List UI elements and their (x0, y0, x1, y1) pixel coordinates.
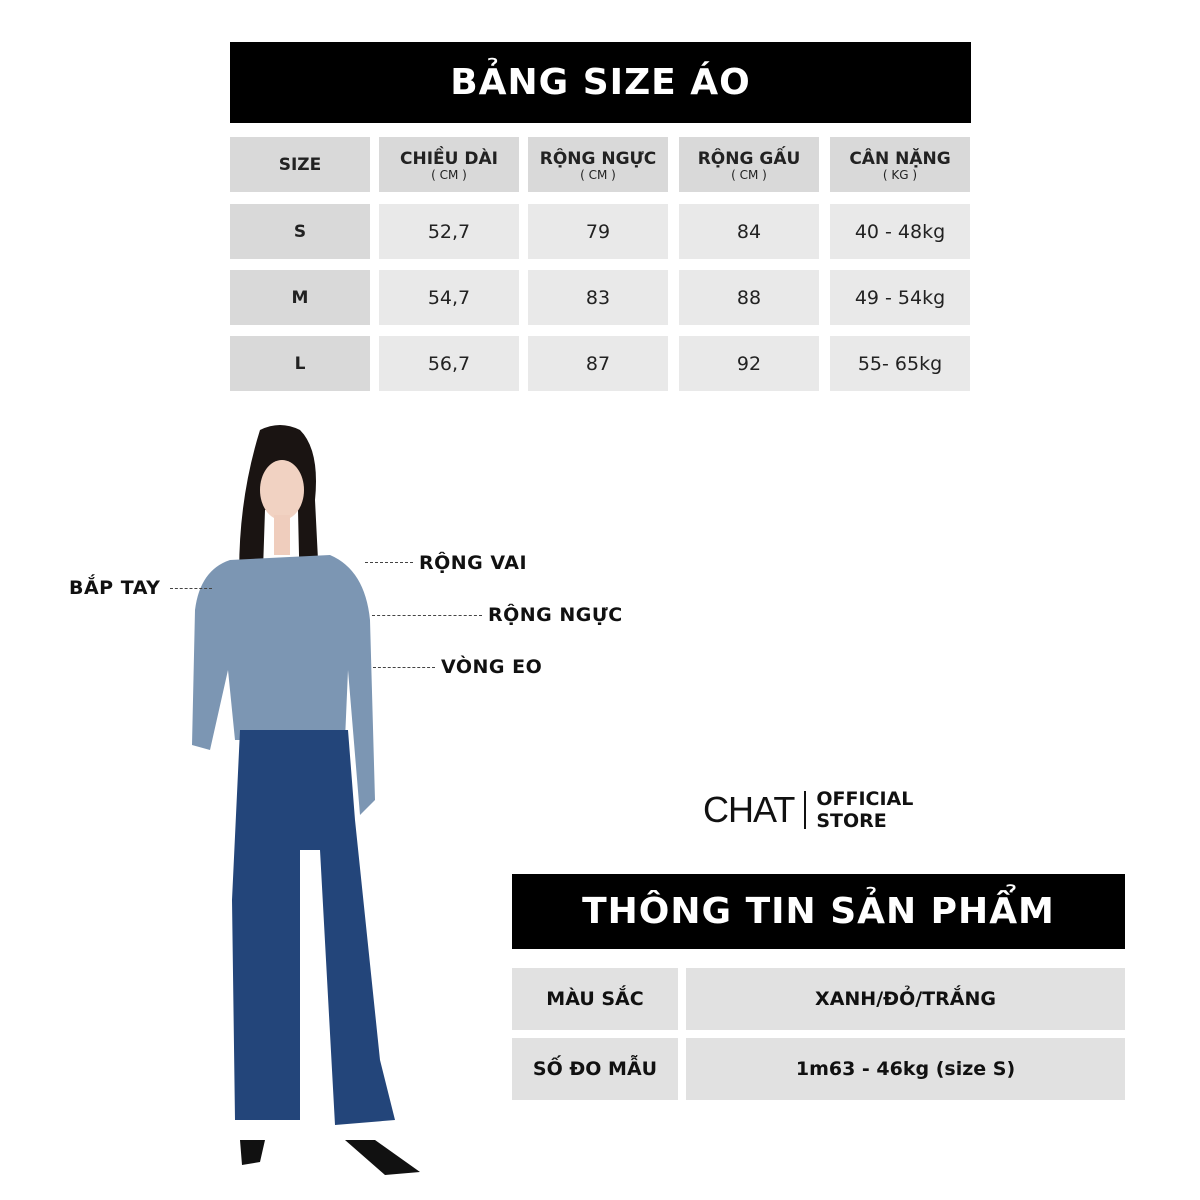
value-cell: 49 - 54kg (830, 270, 970, 325)
value-cell: 84 (679, 204, 819, 259)
header-cell: CÂN NẶNG( KG ) (830, 137, 970, 192)
info-value-color: XANH/ĐỎ/TRẮNG (686, 968, 1125, 1030)
brand-name: CHAT (703, 789, 795, 830)
header-label: RỘNG GẤU (697, 148, 801, 169)
header-label: RỘNG NGỰC (539, 148, 657, 169)
info-label-model: SỐ ĐO MẪU (512, 1038, 678, 1100)
product-info-title: THÔNG TIN SẢN PHẨM (512, 874, 1125, 949)
value-cell: 83 (528, 270, 668, 325)
chest-line (372, 615, 482, 616)
size-chart-title: BẢNG SIZE ÁO (230, 42, 971, 123)
header-cell: SIZE (230, 137, 370, 192)
value-cell: 87 (528, 336, 668, 391)
value-cell: 79 (528, 204, 668, 259)
value-cell: 88 (679, 270, 819, 325)
header-unit: ( CM ) (431, 167, 467, 182)
brand-divider (804, 791, 807, 829)
header-label: CÂN NẶNG (849, 148, 951, 169)
model-photo (192, 425, 420, 1175)
value-cell: 56,7 (379, 336, 519, 391)
label-chest: RỘNG NGỰC (488, 604, 623, 626)
value-cell: 52,7 (379, 204, 519, 259)
size-cell: L (230, 336, 370, 391)
value-cell: 40 - 48kg (830, 204, 970, 259)
brand-line2: STORE (816, 810, 887, 832)
shoulder-line (365, 562, 413, 563)
label-upper-arm: BẮP TAY (69, 577, 161, 599)
size-cell: M (230, 270, 370, 325)
header-unit: ( CM ) (580, 167, 616, 182)
brand-logo: CHAT OFFICIAL STORE (703, 788, 913, 832)
brand-line1: OFFICIAL (816, 788, 914, 810)
header-label: CHIỀU DÀI (400, 148, 498, 169)
value-cell: 54,7 (379, 270, 519, 325)
info-label-color: MÀU SẮC (512, 968, 678, 1030)
header-cell: RỘNG GẤU( CM ) (679, 137, 819, 192)
value-cell: 92 (679, 336, 819, 391)
info-value-model: 1m63 - 46kg (size S) (686, 1038, 1125, 1100)
header-unit: ( KG ) (882, 167, 918, 182)
header-cell: RỘNG NGỰC( CM ) (528, 137, 668, 192)
label-shoulder: RỘNG VAI (419, 552, 528, 574)
value-cell: 55- 65kg (830, 336, 970, 391)
label-waist: VÒNG EO (441, 656, 543, 678)
header-label: SIZE (278, 154, 322, 175)
header-cell: CHIỀU DÀI( CM ) (379, 137, 519, 192)
upper-arm-line (170, 588, 212, 589)
size-cell: S (230, 204, 370, 259)
header-unit: ( CM ) (731, 167, 767, 182)
waist-line (373, 667, 435, 668)
